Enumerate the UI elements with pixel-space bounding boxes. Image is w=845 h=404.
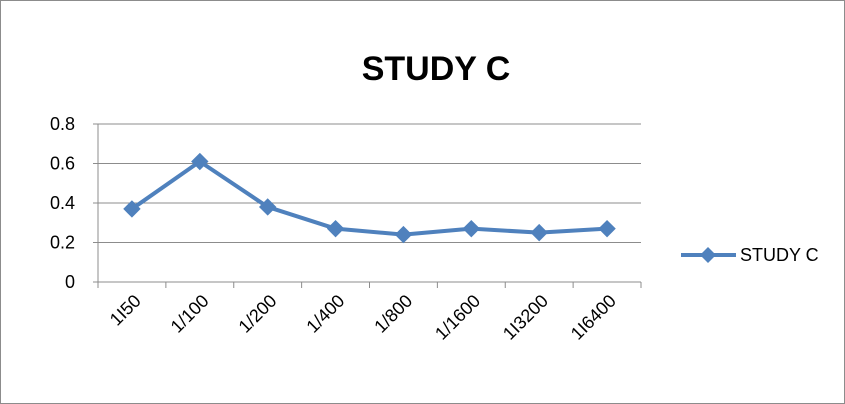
gridlines [98, 123, 641, 243]
data-point-7 [598, 219, 616, 238]
x-tick-label-0: 1I50 [106, 291, 145, 330]
y-tick-label-1: 0.2 [50, 233, 75, 253]
data-point-6 [530, 223, 548, 242]
y-tick-label-2: 0.4 [50, 193, 75, 213]
chart-title: STUDY C [362, 50, 511, 88]
x-tick-label-4: 1/800 [370, 291, 416, 337]
x-tick-label-7: 1I6400 [567, 291, 620, 344]
series-study-c [123, 152, 616, 244]
axes [97, 124, 641, 288]
data-point-2 [258, 198, 277, 216]
x-axis-ticks: 1I50 1/100 1/200 1/400 1/800 1/1600 1I3200 1I64… [97, 282, 642, 344]
data-point-0 [123, 200, 141, 218]
legend-label: STUDY C [740, 245, 819, 265]
x-tick-label-6: 1I3200 [499, 291, 552, 344]
series-line [129, 159, 610, 237]
x-tick-label-3: 1/400 [302, 291, 348, 337]
x-tick-label-5: 1/1600 [431, 291, 484, 344]
y-tick-label-3: 0.6 [50, 154, 75, 174]
data-point-1 [191, 152, 209, 171]
x-tick-label-2: 1/200 [235, 291, 281, 337]
legend-marker [700, 247, 716, 263]
data-point-5 [462, 219, 481, 238]
x-tick-label-1: 1/100 [167, 291, 213, 337]
data-point-3 [326, 219, 345, 238]
y-tick-label-0: 0 [65, 272, 75, 292]
data-point-4 [394, 225, 413, 244]
y-tick-label-4: 0.8 [50, 114, 75, 134]
legend: STUDY C [681, 245, 819, 265]
y-axis-ticks: 0 0.2 0.4 0.6 0.8 [50, 114, 98, 292]
